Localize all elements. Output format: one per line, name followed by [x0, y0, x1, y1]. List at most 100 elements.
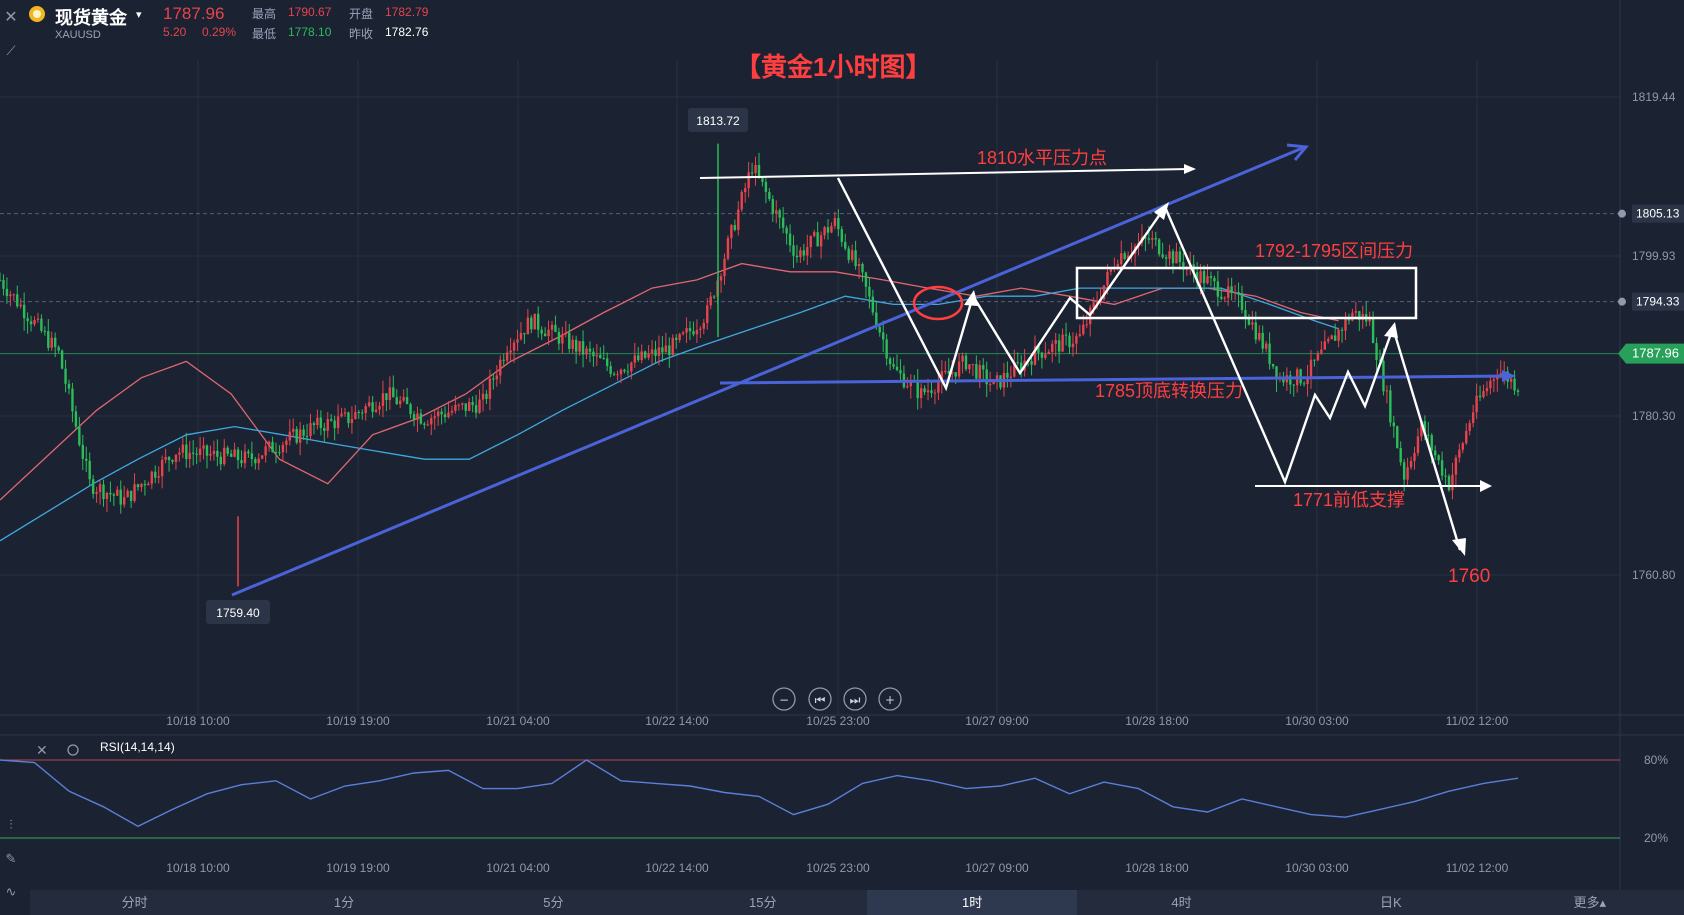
candle-body-218: [750, 172, 754, 174]
timeframe-bar: 分时 1分 5分 15分 1时 4时 日K 更多▴: [30, 890, 1684, 915]
candle-body-1: [2, 280, 5, 289]
candle-body-206: [709, 296, 712, 306]
candle-body-405: [1396, 426, 1399, 449]
price-tick-0: 1819.44: [1632, 90, 1676, 104]
candle-body-303: [1044, 354, 1047, 358]
support-resistance-line-arrowhead: [1502, 370, 1516, 382]
price-tag-label-0: 1805.13: [1636, 207, 1680, 221]
candle-body-418: [1440, 460, 1444, 476]
candle-body-358: [1233, 292, 1237, 294]
candle-body-391: [1347, 318, 1351, 321]
scroll-end-button[interactable]: [843, 687, 867, 711]
candle-body-322: [1109, 268, 1113, 272]
candle-body-84: [288, 431, 291, 441]
candle-body-422: [1454, 457, 1458, 475]
candle-body-7: [22, 304, 26, 319]
candle-body-116: [399, 400, 402, 405]
candle-body-0: [0, 279, 2, 281]
zoom-in-button[interactable]: [878, 687, 902, 711]
rsi-level-label-20: 20%: [1644, 831, 1668, 845]
candle-body-50: [171, 460, 174, 462]
candle-body-336: [1158, 239, 1161, 255]
scroll-start-button[interactable]: [808, 687, 832, 711]
candle-body-16: [54, 337, 57, 348]
candle-body-363: [1251, 322, 1254, 325]
candle-body-209: [719, 276, 723, 281]
candle-body-242: [833, 218, 837, 227]
candle-body-152: [523, 333, 526, 335]
candle-body-142: [488, 378, 492, 399]
candle-body-285: [982, 365, 985, 370]
candle-body-229: [788, 233, 792, 246]
candle-body-201: [692, 331, 695, 335]
candle-body-163: [561, 334, 564, 344]
tab-timeframe-15m[interactable]: 15分: [749, 895, 777, 910]
zoom-in-button-icon: +: [885, 693, 895, 707]
indicator-tool-icon[interactable]: ⫶: [9, 817, 13, 832]
candle-body-187: [643, 351, 647, 358]
candle-body-4: [12, 294, 15, 296]
candle-body-306: [1054, 340, 1057, 344]
candle-body-191: [657, 347, 661, 356]
candle-body-204: [702, 322, 705, 329]
instrument-dropdown-icon[interactable]: ▾: [136, 9, 142, 21]
candle-body-162: [557, 331, 561, 344]
candle-body-196: [675, 337, 678, 341]
last-price: 1787.96: [163, 4, 225, 23]
candle-body-270: [930, 390, 933, 393]
candle-body-289: [995, 375, 999, 380]
candle-body-57: [195, 453, 198, 455]
low-marker-box: [206, 600, 270, 624]
candle-body-222: [764, 181, 768, 192]
candle-body-275: [947, 370, 950, 374]
candle-body-133: [457, 404, 461, 406]
candle-body-43: [147, 483, 150, 486]
candle-body-73: [250, 453, 254, 460]
rsi-close-icon: ✕: [36, 743, 48, 759]
candle-body-379: [1306, 377, 1309, 385]
candle-body-90: [309, 423, 312, 437]
candle-body-110: [378, 405, 381, 410]
candle-body-34: [116, 489, 119, 496]
rsi-settings-icon: [67, 744, 79, 756]
candle-body-92: [316, 417, 319, 426]
tab-timeframe-5m[interactable]: 5分: [543, 895, 564, 910]
rsi-panel: 80% 20% RSI(14,14,14) ✕: [0, 740, 1668, 845]
prev-close-value: 1782.76: [385, 25, 429, 39]
instrument-name[interactable]: 现货黄金: [55, 8, 127, 28]
tab-timeframe-1m[interactable]: 1分: [333, 895, 355, 910]
candle-body-253: [871, 296, 875, 313]
candle-body-36: [123, 497, 126, 505]
candle-body-264: [909, 380, 912, 387]
candle-body-195: [671, 337, 674, 356]
candle-body-21: [71, 388, 74, 412]
candle-body-263: [906, 386, 909, 388]
candle-body-45: [154, 471, 157, 478]
zoom-out-button[interactable]: [772, 687, 796, 711]
candle-body-434: [1496, 376, 1499, 380]
candle-body-280: [964, 355, 968, 370]
rsi-time-tick-8: 11/02 12:00: [1446, 861, 1509, 875]
candle-body-258: [888, 358, 892, 365]
annotations: 【黄金1小时图】 1810水平压力点 1792-1795区间压力 1785顶底转换压力…: [206, 52, 1516, 624]
tab-timeframe-tick[interactable]: 分时: [121, 895, 148, 910]
wave-path-arrowhead: [1452, 538, 1466, 556]
candle-body-85: [292, 428, 295, 432]
candle-body-165: [568, 332, 571, 349]
pen-tool-icon[interactable]: ✎: [5, 851, 17, 866]
wave-tool-icon[interactable]: ∿: [5, 884, 17, 899]
tab-timeframe-daily[interactable]: 日K: [1380, 895, 1402, 910]
draw-tool-icon[interactable]: ⟋: [6, 43, 16, 58]
tab-timeframe-4h[interactable]: 4时: [1171, 895, 1192, 910]
price-tag-box-1: [1632, 292, 1684, 311]
more-timeframes-button[interactable]: 更多▴: [1573, 895, 1606, 910]
close-icon[interactable]: ✕: [4, 9, 18, 26]
tab-timeframe-1h[interactable]: 1时: [867, 890, 1077, 915]
candle-body-314: [1082, 324, 1085, 335]
candle-body-438: [1509, 378, 1513, 382]
candle-body-129: [443, 414, 447, 418]
candle-body-54: [185, 444, 188, 460]
candle-body-202: [695, 329, 699, 335]
candle-body-337: [1161, 254, 1164, 258]
candle-body-56: [192, 452, 195, 454]
